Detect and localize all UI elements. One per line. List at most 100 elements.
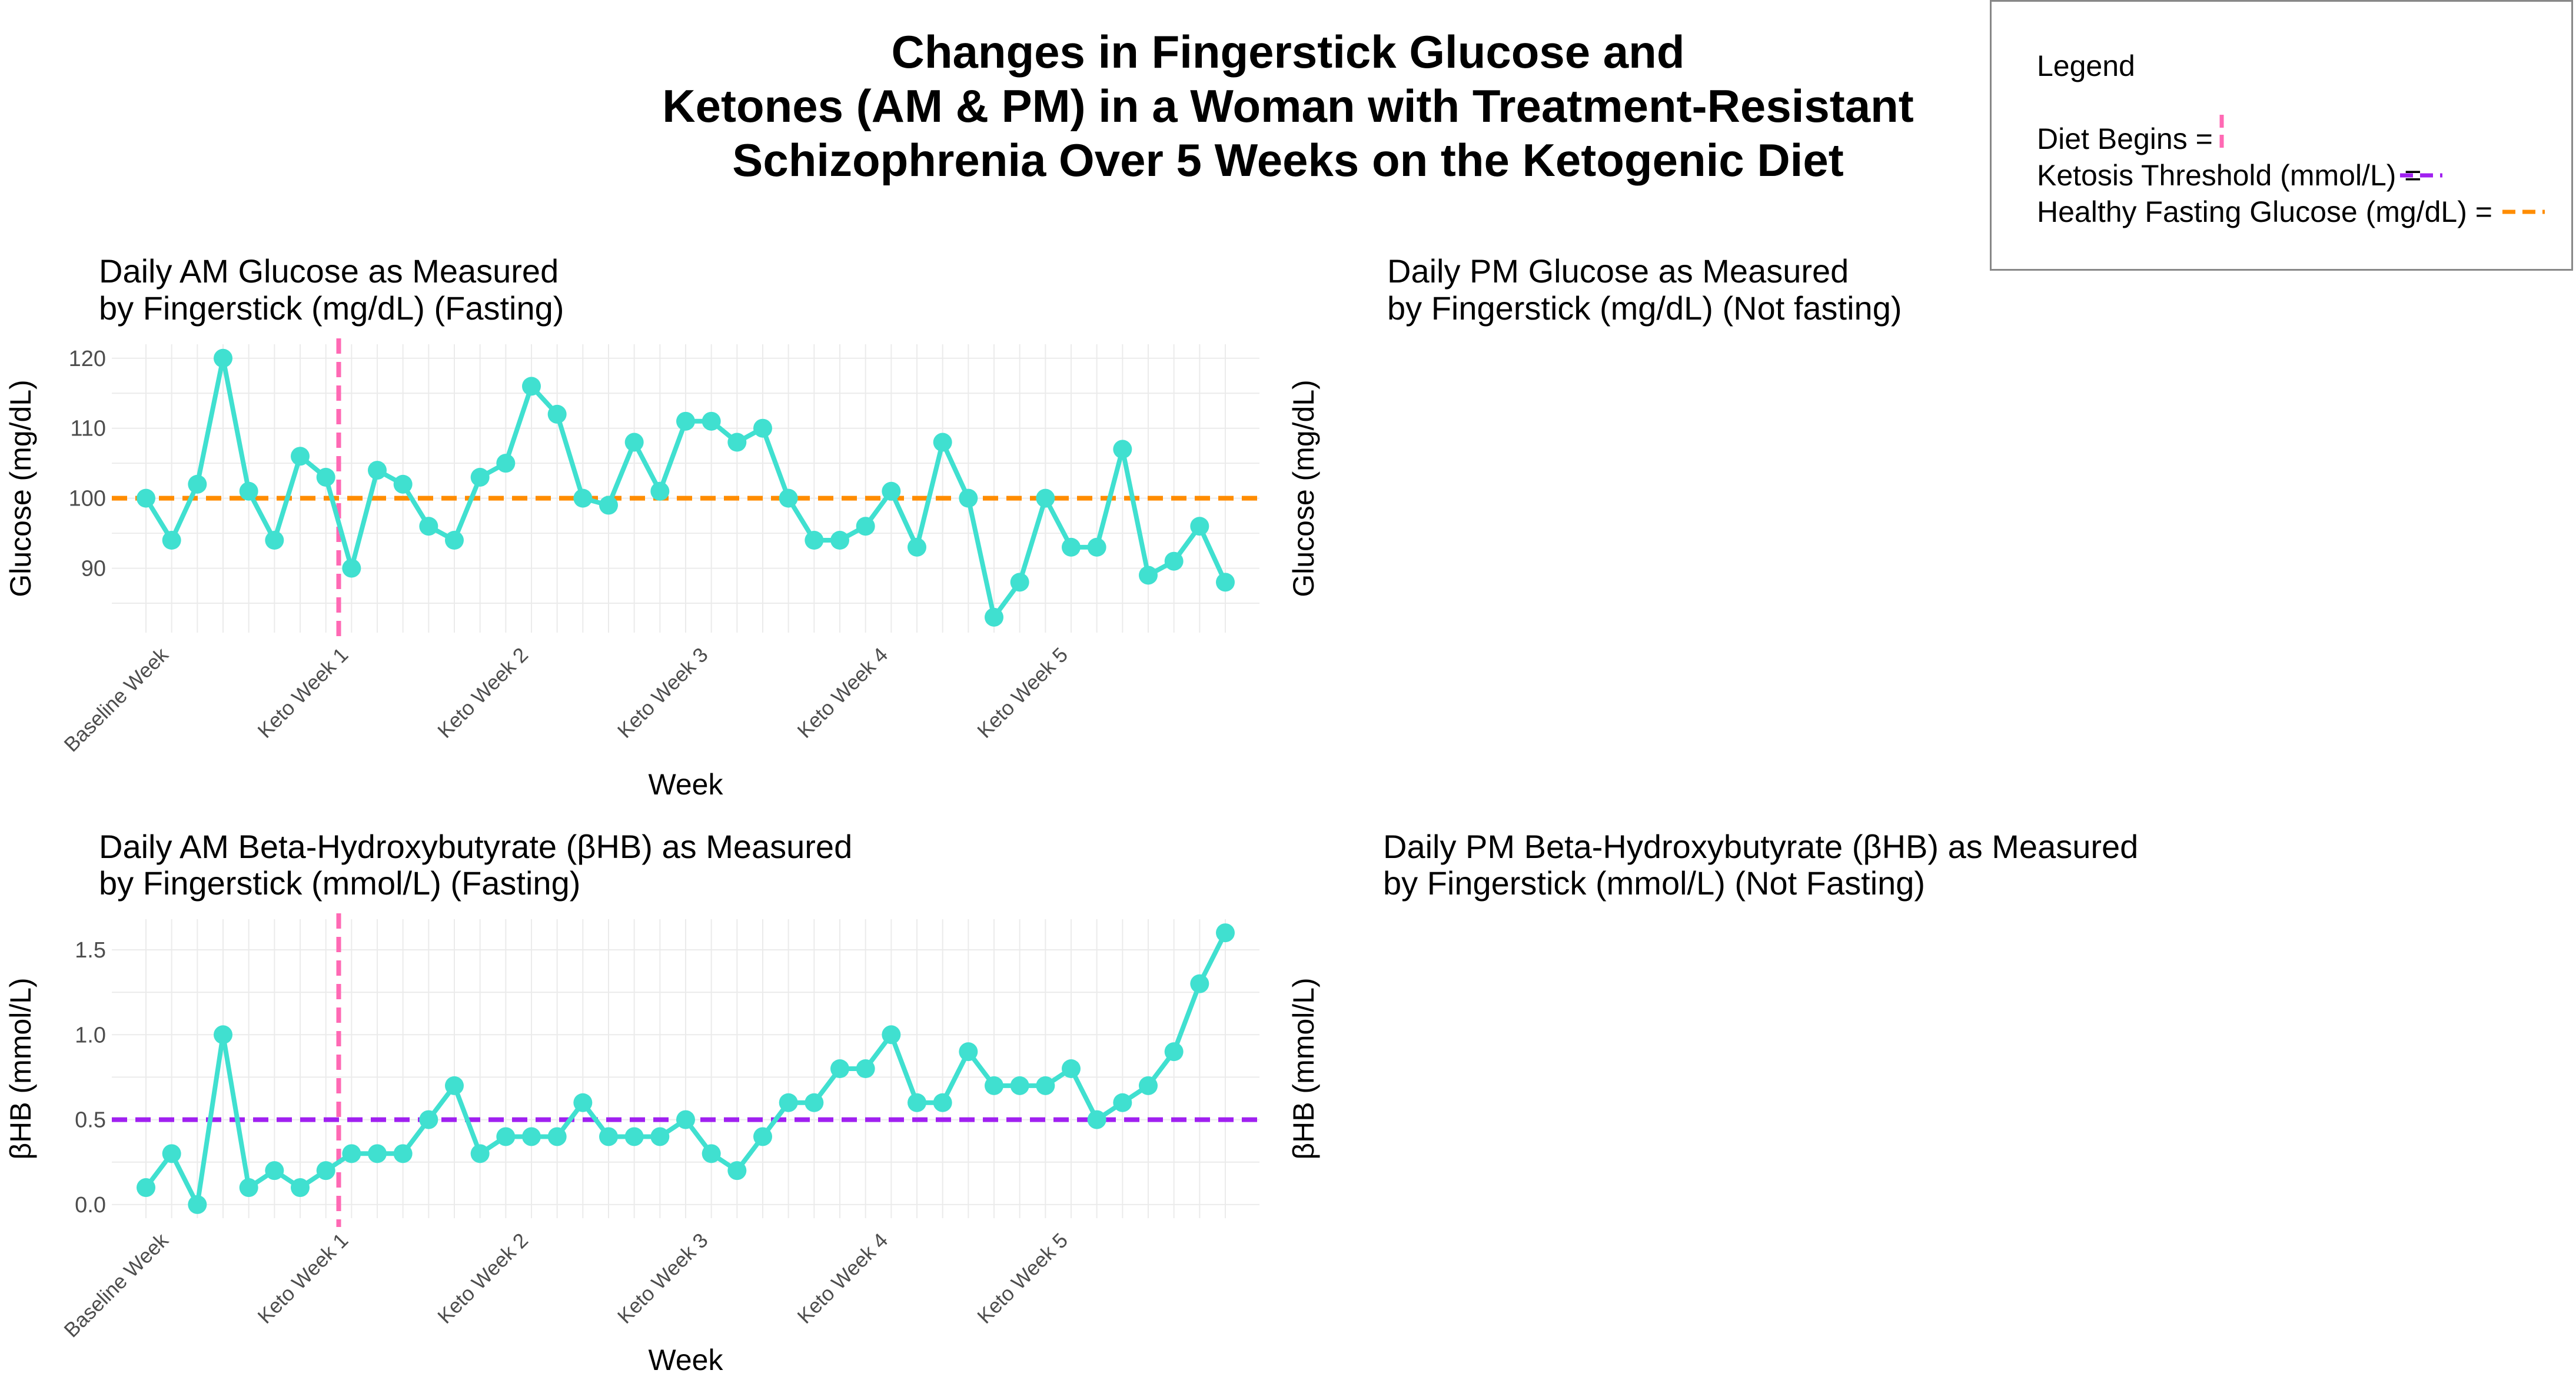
data-point	[342, 558, 361, 578]
data-point	[1164, 1042, 1184, 1062]
x-tick-label: Baseline Week	[59, 1229, 173, 1342]
data-point	[727, 433, 747, 452]
data-point	[291, 1178, 310, 1198]
data-point	[702, 1144, 721, 1163]
data-point	[239, 1178, 258, 1198]
main-title: Changes in Fingerstick Glucose and Keton…	[0, 25, 2576, 187]
data-point	[882, 481, 901, 501]
data-point	[1113, 440, 1132, 459]
x-tick-label: Keto Week 4	[793, 643, 893, 743]
data-point	[316, 467, 335, 487]
x-tick-label: Keto Week 3	[613, 643, 713, 743]
data-point	[1113, 1093, 1132, 1112]
data-point	[1062, 1059, 1081, 1078]
data-point	[908, 1093, 926, 1112]
data-point	[188, 474, 207, 494]
panel-title-line-2: by Fingerstick (mg/dL) (Fasting)	[99, 290, 564, 327]
y-tick-label: 0.5	[75, 1108, 106, 1133]
y-tick-label: 90	[81, 557, 106, 581]
data-point	[624, 1127, 644, 1146]
data-point	[959, 1042, 978, 1062]
data-point	[265, 531, 284, 550]
data-point	[933, 1093, 952, 1112]
data-point	[137, 1178, 155, 1198]
data-point	[419, 517, 438, 536]
x-tick-label: Keto Week 1	[254, 643, 353, 743]
data-point	[239, 481, 258, 501]
data-point	[547, 1127, 567, 1146]
data-point	[291, 447, 310, 466]
title-line-1: Changes in Fingerstick Glucose and	[891, 26, 1685, 78]
data-point	[1190, 974, 1209, 993]
y-axis-label: βHB (mmol/L)	[1287, 977, 1320, 1159]
grid	[112, 919, 1259, 1218]
legend-item-ketosis-threshold: Ketosis Threshold (mmol/L) =	[2037, 157, 2422, 194]
data-point	[522, 1127, 541, 1146]
legend-key-diet-begins	[2219, 115, 2224, 151]
data-point	[445, 1076, 464, 1095]
x-tick-label: Keto Week 4	[793, 1229, 893, 1328]
data-point	[1010, 573, 1029, 592]
panel-content: 90 100 110 120 Baseline Week Keto Week 1 Keto …	[4, 252, 1259, 797]
x-tick-label: Baseline Week	[59, 643, 173, 757]
panel-title-line-2: by Fingerstick (mmol/L) (Not Fasting)	[1383, 864, 1925, 902]
data-point	[985, 607, 1003, 627]
data-point	[805, 1093, 824, 1112]
data-point	[1139, 1076, 1158, 1095]
data-point	[162, 531, 181, 550]
legend-key-ketosis-threshold	[2400, 173, 2442, 178]
x-tick-label: Keto Week 5	[973, 643, 1072, 743]
y-axis-label: Glucose (mg/dL)	[1287, 380, 1320, 597]
data-point	[856, 1059, 875, 1078]
legend-label-healthy-fasting-glucose: Healthy Fasting Glucose (mg/dL) =	[2037, 195, 2492, 228]
data-point	[445, 531, 464, 550]
panel-title-line-1: Daily AM Glucose as Measured	[99, 252, 559, 290]
data-point	[599, 1127, 618, 1146]
data-point	[547, 404, 567, 424]
data-point	[856, 517, 875, 536]
data-point	[1010, 1076, 1029, 1095]
panel-title-line-2: by Fingerstick (mg/dL) (Not fasting)	[1387, 290, 1902, 327]
y-tick-label: 0.0	[75, 1193, 106, 1218]
data-point	[1087, 1110, 1106, 1129]
data-point	[727, 1161, 747, 1181]
data-point	[1062, 537, 1081, 557]
data-point	[779, 1093, 798, 1112]
data-point	[882, 1025, 901, 1045]
chart-am-bhb: 0.0 0.5 1.0 1.5 Baseline Week Keto Week 1 Keto…	[4, 828, 1259, 1376]
data-point	[573, 1093, 593, 1112]
data-point	[162, 1144, 181, 1163]
data-point	[933, 433, 952, 452]
y-tick-label: 1.0	[75, 1023, 106, 1048]
y-tick-label: 120	[69, 347, 106, 371]
x-tick-label: Keto Week 5	[973, 1229, 1072, 1328]
data-point	[342, 1144, 361, 1163]
legend-item-healthy-fasting-glucose: Healthy Fasting Glucose (mg/dL) =	[2037, 194, 2492, 230]
data-point	[1164, 551, 1184, 571]
data-point	[265, 1161, 284, 1181]
data-point	[470, 467, 490, 487]
chart-am-glucose: 90 100 110 120 Baseline Week Keto Week 1 Keto …	[4, 252, 1259, 797]
panel-title-line-2: by Fingerstick (mmol/L) (Fasting)	[99, 864, 580, 902]
data-point	[1036, 1076, 1055, 1095]
data-point	[1036, 488, 1055, 508]
x-axis-label: Week	[649, 1344, 724, 1376]
data-point	[908, 537, 926, 557]
x-tick-label: Keto Week 2	[433, 1229, 533, 1328]
data-point	[676, 1110, 695, 1129]
data-point	[1190, 517, 1209, 536]
panel-content: 0.0 0.5 1.0 1.5 Baseline Week Keto Week 1 Keto…	[4, 828, 1259, 1376]
y-tick-label: 1.5	[75, 938, 106, 963]
data-point	[573, 488, 593, 508]
x-tick-label: Keto Week 2	[433, 643, 533, 743]
panel-title-line-1: Daily PM Glucose as Measured	[1387, 252, 1849, 290]
data-point	[496, 454, 516, 473]
data-point	[316, 1161, 335, 1181]
x-tick-label: Keto Week 1	[254, 1229, 353, 1328]
grid	[112, 344, 1259, 633]
data-point	[470, 1144, 490, 1163]
data-point	[1216, 573, 1235, 592]
